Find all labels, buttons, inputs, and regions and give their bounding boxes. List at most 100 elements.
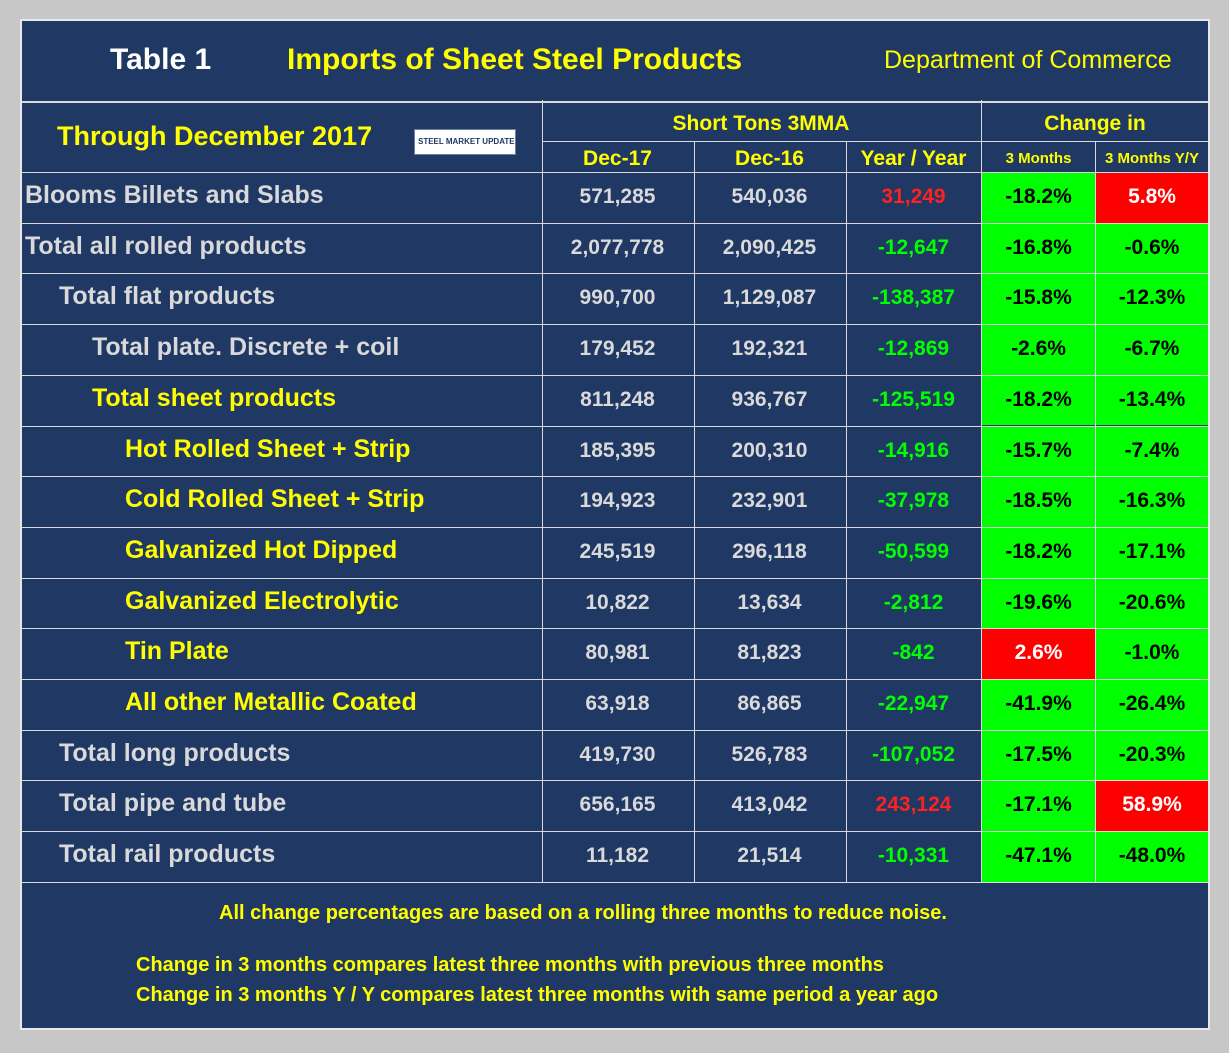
col-header-dec17: Dec-17	[583, 147, 652, 170]
row-label: All other Metallic Coated	[125, 688, 417, 716]
cell-dec17: 194,923	[579, 489, 656, 513]
cell-dec17: 80,981	[585, 641, 650, 665]
cell-dec16: 413,042	[731, 793, 808, 817]
grid-line	[1095, 141, 1096, 882]
change-cell-fill	[982, 781, 1095, 832]
cell-dec16: 232,901	[731, 489, 808, 513]
change-cell-fill	[1096, 781, 1208, 832]
row-label: Hot Rolled Sheet + Strip	[125, 434, 411, 463]
grid-line	[22, 729, 1208, 731]
change-cell-fill	[982, 832, 1095, 882]
col-header-dec16: Dec-16	[735, 147, 804, 170]
cell-m3yy: -13.4%	[1118, 387, 1186, 411]
cell-dec17: 185,395	[579, 438, 656, 462]
change-cell-fill	[1096, 375, 1208, 426]
cell-m3yy: -1.0%	[1124, 641, 1180, 665]
cell-m3: -18.5%	[1005, 489, 1072, 513]
row-label: Total rail products	[59, 840, 276, 869]
cell-m3yy: -20.3%	[1118, 742, 1186, 766]
grid-line	[22, 577, 1208, 579]
grid-line	[22, 628, 1208, 630]
cell-yoy: -50,599	[877, 539, 950, 563]
change-cell-fill	[1096, 680, 1208, 730]
cell-yoy: -125,519	[872, 387, 955, 411]
row-label: Total long products	[59, 738, 291, 767]
cell-dec17: 419,730	[579, 742, 656, 766]
change-cell-fill	[1096, 527, 1208, 578]
row-label: Total pipe and tube	[59, 789, 287, 818]
footer-note-1: All change percentages are based on a ro…	[219, 902, 947, 924]
change-cell-fill	[982, 578, 1095, 629]
cell-m3yy: -12.3%	[1118, 286, 1186, 310]
cell-dec17: 571,285	[579, 185, 656, 208]
change-cell-fill	[1096, 730, 1208, 781]
grid-line	[22, 324, 1208, 326]
cell-m3: -15.8%	[1005, 286, 1072, 310]
cell-yoy: -842	[892, 641, 935, 665]
change-cell-fill	[1096, 629, 1208, 679]
cell-dec17: 245,519	[579, 539, 656, 563]
group-header-change: Change in	[1044, 112, 1146, 135]
cell-m3: -2.6%	[1011, 337, 1066, 361]
change-cell-fill	[982, 173, 1095, 223]
change-cell-fill	[1096, 274, 1208, 325]
col-header-3months-yy: 3 Months Y/Y	[1105, 150, 1199, 167]
row-label: Total all rolled products	[25, 231, 307, 260]
cell-yoy: -22,947	[877, 692, 950, 715]
grid-line	[22, 222, 1208, 224]
change-cell-fill	[1096, 477, 1208, 527]
change-cell-fill	[1096, 578, 1208, 629]
grid-line	[694, 141, 695, 882]
grid-line	[22, 679, 1208, 680]
cell-m3yy: -7.4%	[1124, 438, 1180, 462]
row-label: Blooms Billets and Slabs	[25, 181, 324, 209]
cell-dec16: 526,783	[731, 742, 808, 766]
row-label: Total sheet products	[92, 383, 337, 412]
change-cell-fill	[982, 274, 1095, 325]
cell-m3yy: 58.9%	[1122, 793, 1182, 817]
cell-dec17: 10,822	[585, 590, 650, 614]
cell-m3yy: -20.6%	[1118, 590, 1186, 614]
change-cell-fill	[1096, 325, 1208, 375]
col-header-yoy: Year / Year	[860, 147, 967, 170]
cell-yoy: -107,052	[872, 742, 955, 766]
row-label: Total plate. Discrete + coil	[92, 333, 400, 362]
cell-dec17: 179,452	[579, 337, 656, 361]
cell-yoy: -37,978	[877, 489, 950, 513]
cell-m3: -18.2%	[1005, 185, 1072, 208]
change-cell-fill	[982, 223, 1095, 274]
table-panel: Table 1 Imports of Sheet Steel Products …	[20, 19, 1210, 1030]
cell-dec16: 192,321	[731, 337, 808, 361]
cell-dec16: 13,634	[737, 590, 802, 614]
change-cell-fill	[982, 680, 1095, 730]
cell-dec16: 81,823	[737, 641, 802, 665]
cell-m3yy: -0.6%	[1124, 235, 1180, 259]
cell-dec17: 2,077,778	[570, 235, 665, 259]
footer-note-3: Change in 3 months Y / Y compares latest…	[136, 984, 939, 1006]
row-label: Tin Plate	[125, 637, 229, 666]
grid-line	[981, 100, 982, 882]
row-label: Galvanized Electrolytic	[125, 586, 399, 615]
steel-market-update-logo: STEEL MARKET UPDATE	[414, 129, 516, 155]
cell-dec16: 2,090,425	[722, 235, 817, 259]
cell-yoy: -12,869	[877, 337, 950, 361]
cell-m3: -15.7%	[1005, 438, 1072, 462]
cell-m3: -16.8%	[1005, 235, 1072, 259]
change-cell-fill	[1096, 832, 1208, 882]
cell-dec16: 200,310	[731, 438, 808, 462]
change-cell-fill	[982, 629, 1095, 679]
cell-dec17: 11,182	[585, 844, 650, 868]
col-header-3months: 3 Months	[1005, 150, 1072, 167]
cell-m3: -18.2%	[1005, 539, 1072, 563]
grid-line	[22, 526, 1208, 528]
cell-yoy: -2,812	[883, 590, 944, 614]
grid-line	[22, 780, 1208, 782]
cell-m3: -18.2%	[1005, 387, 1072, 411]
cell-dec17: 656,165	[579, 793, 656, 817]
cell-dec16: 936,767	[731, 387, 808, 411]
cell-m3yy: -16.3%	[1118, 489, 1186, 513]
change-cell-fill	[1096, 426, 1208, 477]
title-band: Table 1 Imports of Sheet Steel Products …	[22, 21, 1208, 103]
change-cell-fill	[982, 527, 1095, 578]
cell-m3yy: -17.1%	[1118, 539, 1186, 563]
